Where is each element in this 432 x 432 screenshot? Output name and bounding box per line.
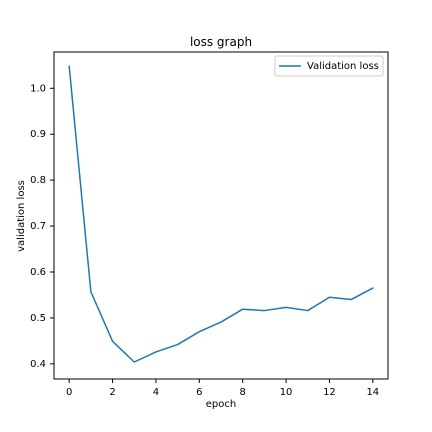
- y-tick-label: 0.7: [30, 221, 46, 232]
- x-tick-label: 14: [366, 387, 379, 398]
- x-tick-label: 0: [66, 387, 72, 398]
- data-point: [242, 308, 244, 310]
- data-point: [285, 306, 287, 308]
- x-tick-label: 8: [240, 387, 246, 398]
- y-axis-label: validation loss: [16, 180, 27, 252]
- data-point: [350, 298, 352, 301]
- y-tick-label: 1.0: [30, 83, 46, 94]
- x-tick-label: 12: [323, 387, 336, 398]
- data-point: [372, 287, 374, 289]
- y-tick-label: 0.8: [30, 175, 46, 186]
- y-tick-label: 0.4: [30, 359, 46, 370]
- data-point: [155, 351, 157, 353]
- y-tick-label: 0.5: [30, 313, 46, 324]
- data-point: [307, 309, 309, 312]
- data-point: [198, 331, 200, 333]
- legend: Validation loss: [274, 55, 384, 77]
- x-tick-label: 6: [196, 387, 202, 398]
- legend-box: [274, 55, 384, 77]
- x-axis-ticks: 0 2 4 6 8 10 12 14: [66, 379, 379, 398]
- data-point: [328, 296, 331, 298]
- plot-frame: [53, 51, 389, 380]
- data-point: [177, 343, 179, 346]
- data-point: [90, 291, 92, 293]
- data-point: [220, 321, 222, 323]
- series-points: [68, 65, 374, 363]
- data-point: [133, 361, 135, 363]
- data-point: [111, 340, 114, 342]
- x-tick-label: 4: [153, 387, 159, 398]
- y-tick-label: 0.9: [30, 129, 46, 140]
- data-point: [68, 65, 70, 67]
- x-tick-label: 10: [280, 387, 293, 398]
- data-point: [263, 309, 265, 312]
- legend-label-validation-loss: Validation loss: [307, 61, 379, 72]
- y-axis-ticks: 0.4 0.5 0.6 0.7 0.8 0.9 1.0: [30, 83, 54, 370]
- x-axis-label: epoch: [206, 399, 236, 410]
- y-tick-label: 0.6: [30, 267, 46, 278]
- chart-title: loss graph: [190, 35, 252, 49]
- x-tick-label: 2: [109, 387, 115, 398]
